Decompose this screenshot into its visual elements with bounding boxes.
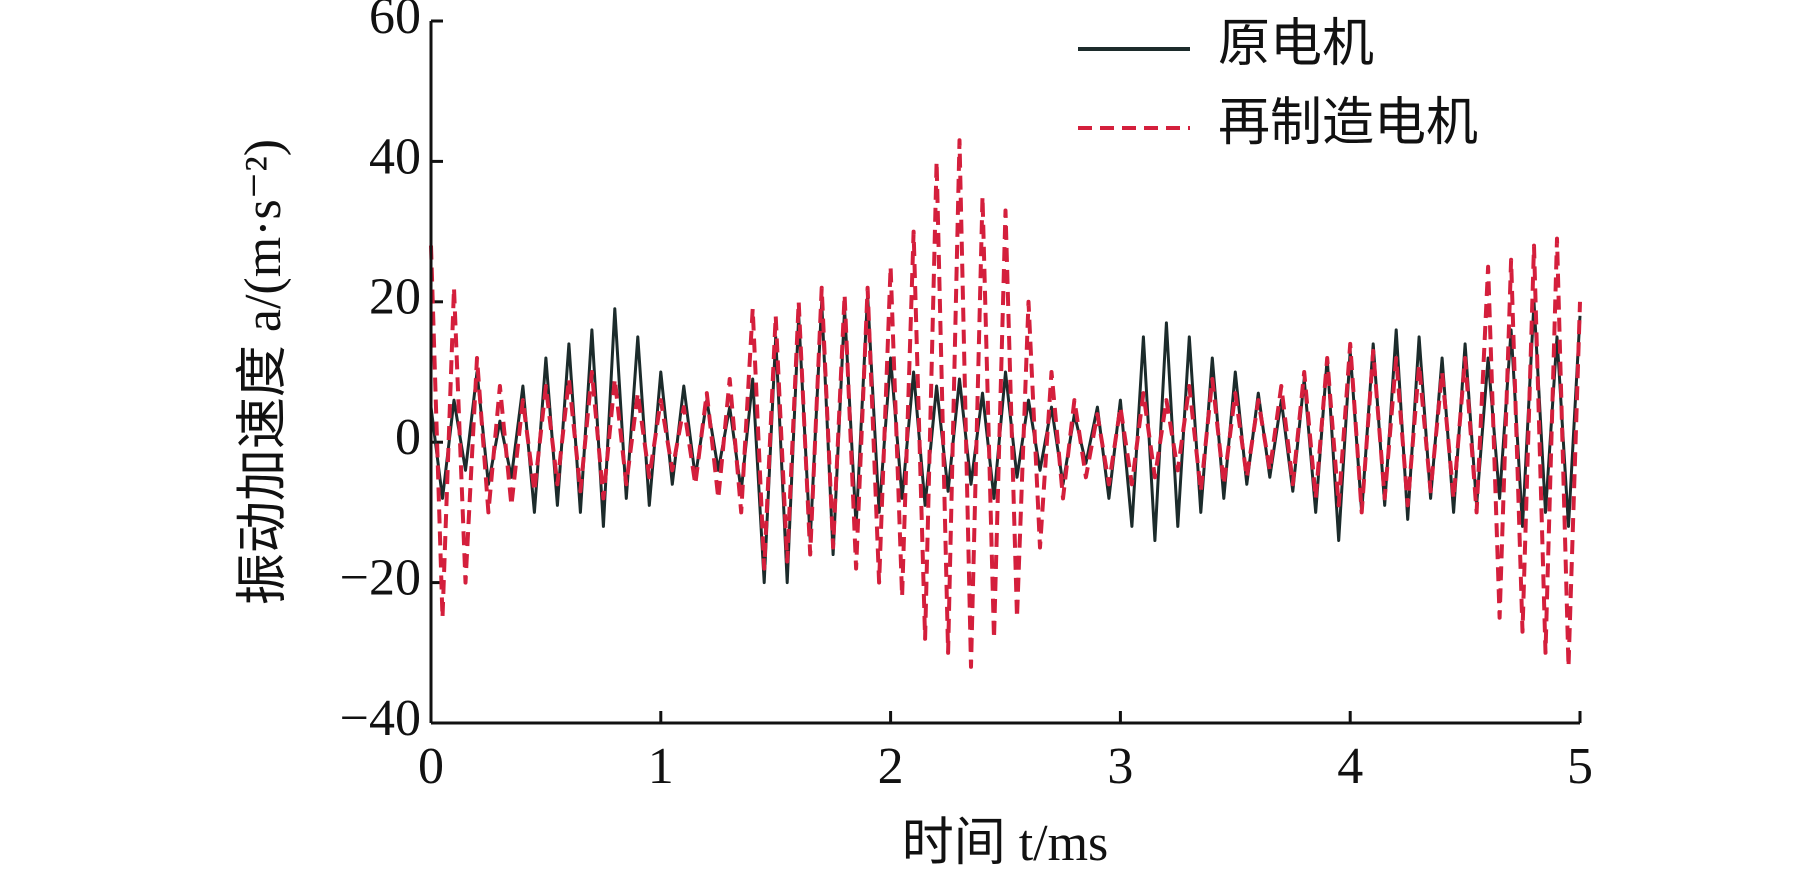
y-axis-label: 振动加速度 a/(m·s⁻²) [235,139,292,605]
x-tick-label: 2 [878,738,904,795]
legend-label: 再制造电机 [1218,95,1478,152]
y-tick-label: 40 [369,128,421,185]
y-tick-label: −20 [340,550,421,607]
y-tick-label: −40 [340,690,421,747]
x-tick-label: 4 [1337,738,1363,795]
x-tick-label: 5 [1567,738,1593,795]
x-tick-label: 3 [1107,738,1133,795]
series-line [429,138,1582,669]
series-line [429,293,1582,585]
y-tick-label: 60 [369,0,421,45]
legend-label: 原电机 [1218,16,1374,73]
x-tick-label: 1 [648,738,674,795]
x-axis-label: 时间 t/ms [902,815,1109,872]
y-tick-label: 0 [395,409,421,466]
y-tick-label: 20 [369,269,421,326]
x-tick-label: 0 [418,738,444,795]
